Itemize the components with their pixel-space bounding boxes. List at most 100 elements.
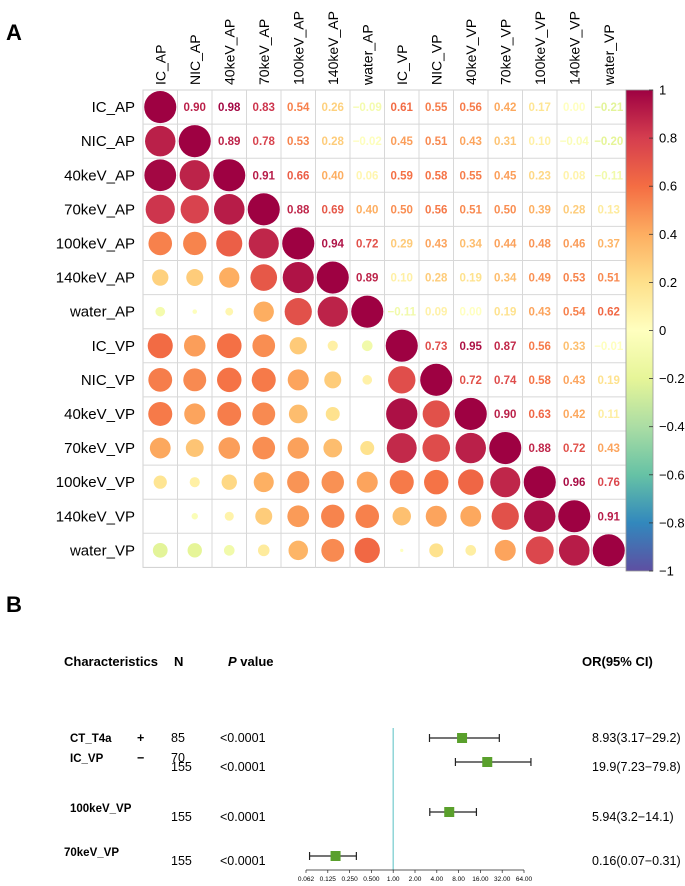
correlation-value: 0.43: [460, 136, 482, 148]
correlation-circle: [287, 437, 309, 459]
correlation-value: 0.72: [563, 443, 585, 455]
row-label: NIC_VP: [81, 372, 135, 389]
correlation-value: 0.58: [529, 375, 552, 387]
colorbar-tick-label: 0.4: [659, 227, 677, 242]
correlation-circle: [288, 540, 309, 561]
correlation-circle: [360, 441, 375, 456]
correlation-circle: [152, 269, 169, 286]
correlation-circle: [386, 398, 418, 430]
correlation-value: 0.88: [287, 204, 310, 216]
correlation-circle: [144, 91, 177, 124]
correlation-value: 0.43: [529, 307, 551, 319]
row-label: 40keV_AP: [64, 167, 135, 184]
row-label: 70keV_VP: [64, 440, 135, 457]
correlation-value: 0.19: [598, 375, 620, 387]
correlation-circle: [225, 307, 234, 316]
correlation-circle: [523, 466, 556, 499]
correlation-circle: [361, 340, 373, 352]
or-marker: [330, 851, 341, 861]
colorbar-tick-label: 0: [659, 323, 666, 338]
correlation-circle: [420, 363, 453, 396]
correlation-value: 0.72: [356, 238, 378, 250]
correlation-value: 0.10: [529, 136, 551, 148]
correlation-value: 0.29: [391, 238, 413, 250]
column-label: IC_AP: [152, 45, 168, 85]
correlation-circle: [494, 539, 516, 561]
correlation-circle: [252, 436, 276, 460]
correlation-value: 0.43: [563, 375, 585, 387]
header-n: N: [174, 654, 183, 669]
correlation-value: 0.00: [563, 102, 585, 114]
correlation-circle: [192, 309, 198, 314]
correlation-value: 0.37: [598, 238, 620, 250]
correlation-value: 0.90: [184, 102, 206, 114]
correlation-value: 0.56: [425, 204, 447, 216]
correlation-circle: [257, 544, 270, 557]
correlation-circle: [422, 434, 451, 462]
correlation-circle: [216, 230, 243, 257]
correlation-value: 0.28: [563, 204, 586, 216]
column-label: IC_VP: [394, 45, 410, 85]
correlation-circle: [152, 542, 168, 558]
correlation-circle: [183, 231, 207, 256]
x-tick-label: 32.00: [494, 876, 511, 883]
correlation-circle: [356, 471, 378, 493]
row-label: 100keV_AP: [56, 235, 135, 252]
correlation-value: 0.40: [322, 170, 344, 182]
correlation-value: 0.88: [529, 443, 552, 455]
correlation-value: 0.83: [253, 102, 275, 114]
correlation-circle: [592, 534, 625, 567]
x-tick-label: 16.00: [472, 876, 489, 883]
correlation-value: 0.46: [563, 238, 585, 250]
correlation-circle: [252, 402, 276, 426]
correlation-value: 0.51: [425, 136, 448, 148]
n-value: 155: [171, 810, 192, 824]
correlation-value: −0.11: [388, 307, 417, 319]
correlation-circle: [288, 404, 308, 424]
correlation-circle: [362, 375, 373, 385]
correlation-value: 0.58: [425, 170, 448, 182]
correlation-value: 0.40: [356, 204, 378, 216]
correlation-circle: [282, 227, 315, 260]
correlation-circle: [185, 439, 204, 457]
correlation-value: −0.01: [594, 341, 624, 353]
correlation-circle: [289, 337, 307, 355]
correlation-circle: [287, 369, 309, 391]
correlation-value: 0.11: [598, 409, 620, 421]
correlation-circle: [147, 333, 173, 359]
correlation-value: 0.50: [494, 204, 516, 216]
correlation-circle: [153, 475, 167, 489]
correlation-circle: [217, 402, 242, 426]
correlation-value: 0.51: [598, 273, 621, 285]
colorbar-tick-label: −0.2: [659, 371, 685, 386]
x-tick-label: 0.250: [341, 876, 358, 883]
correlation-value: 0.19: [494, 307, 516, 319]
correlation-circle: [179, 160, 210, 191]
correlation-matrix: IC_AP IC_AP NIC_AP NIC_AP 40keV_AP 40keV_AP 70…: [56, 11, 627, 568]
or-marker: [457, 733, 468, 743]
p-value: <0.0001: [220, 760, 266, 774]
correlation-value: 0.09: [425, 307, 447, 319]
correlation-value: 0.66: [287, 170, 309, 182]
correlation-circle: [388, 366, 416, 394]
panel-b-label: B: [6, 592, 22, 617]
correlation-value: 0.90: [494, 409, 516, 421]
correlation-circle: [218, 437, 241, 459]
or-marker: [444, 807, 455, 817]
correlation-circle: [558, 500, 591, 533]
correlation-value: 0.42: [494, 102, 516, 114]
correlation-value: −0.21: [594, 102, 624, 114]
correlation-value: 0.50: [391, 204, 413, 216]
correlation-value: 0.56: [529, 341, 551, 353]
correlation-circle: [321, 538, 345, 562]
column-label: 40keV_VP: [463, 19, 479, 85]
correlation-value: 0.61: [391, 102, 414, 114]
x-tick-label: 0.500: [363, 876, 380, 883]
correlation-circle: [316, 261, 349, 294]
header-p-value: P value: [228, 654, 274, 669]
correlation-value: 0.91: [598, 511, 621, 523]
correlation-circle: [183, 368, 207, 392]
correlation-value: 0.96: [563, 477, 585, 489]
column-label: NIC_AP: [187, 34, 203, 85]
colorbar-tick-label: −0.6: [659, 467, 685, 482]
